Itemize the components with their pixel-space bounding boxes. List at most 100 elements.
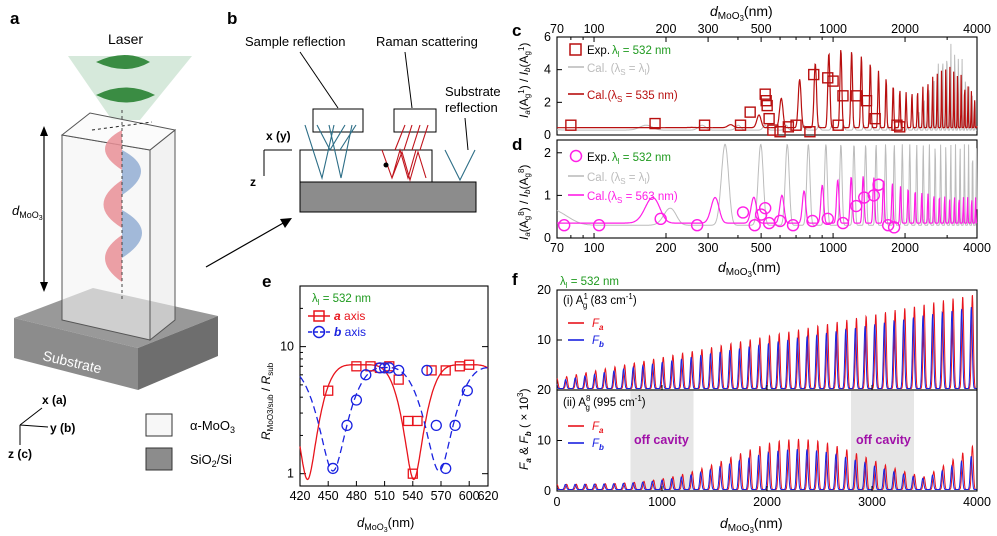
- panel-c-legend-exp-marker: [569, 43, 582, 56]
- y-tick-label: 1: [287, 467, 294, 481]
- exp-marker-c: [837, 90, 849, 102]
- legend-moo3-label: α-MoO3: [190, 418, 235, 435]
- panel-f-legend-fa-1: Fa: [592, 318, 604, 332]
- top-tick-label: 200: [656, 22, 677, 36]
- a-axis-curve: [299, 364, 489, 481]
- sample-reflection-label: Sample reflection: [245, 34, 345, 49]
- x-tick-label: 1000: [648, 495, 676, 509]
- substrate-pointer: [464, 117, 469, 151]
- panel-e-legend-title: λl = 532 nm: [312, 293, 371, 307]
- x-tick-label: 570: [431, 489, 452, 503]
- blue-wave-1: [122, 150, 141, 195]
- panel-f-sub2-title: (ii) A8 g (995 cm-1): [563, 394, 646, 412]
- panel-c-legend-exp: Exp. λl = 532 nm: [587, 45, 671, 59]
- exp-marker-c: [832, 119, 844, 131]
- panel-d-curves: [556, 143, 978, 226]
- off-cavity-region: [630, 391, 694, 490]
- y-tick-label: 0: [544, 484, 551, 498]
- panel-c-y-label: Ia(Ag1) / Ib(Ag1): [517, 43, 532, 118]
- axis-xy-label: x (y): [266, 129, 291, 143]
- green-wave-1: [96, 55, 150, 69]
- y-tick-label: 10: [537, 333, 551, 347]
- panel-f-y-ticks: 0 10 10 20 20: [537, 283, 562, 498]
- panel-d-y-label: Ia(Ag8) / Ib(Ag8): [517, 165, 532, 240]
- panel-d-legend-cal2: Cal.(λS = 563 nm): [587, 191, 678, 205]
- panel-d-legend-exp: Exp. λl = 532 nm: [587, 152, 671, 166]
- y-tick-label: 6: [544, 30, 551, 44]
- panel-d-x-ticks: 70 100 200 300 500 1000 2000 4000: [550, 233, 991, 255]
- b-axis-marker: [327, 462, 339, 475]
- panel-e-y-label: RMoO3/sub / Rsub: [259, 362, 275, 440]
- exp-marker-d: [821, 212, 834, 226]
- top-tick-label: 1000: [819, 22, 847, 36]
- b-axis-marker: [421, 364, 433, 377]
- a-axis-marker: [412, 415, 423, 427]
- top-tick-label: 70: [550, 22, 564, 36]
- a-axis-marker: [426, 365, 437, 376]
- substrate-reflection-label-2: reflection: [445, 100, 498, 115]
- substrate-layer: [299, 181, 477, 213]
- x-tick-label: 600: [459, 489, 480, 503]
- cal-563-curve-d: [557, 176, 978, 224]
- blue-wave-2: [122, 210, 142, 258]
- a-axis-marker: [464, 359, 475, 370]
- panel-f-legend-fa-2: Fa: [592, 421, 604, 435]
- exp-marker-c: [804, 126, 816, 138]
- panel-f-lambda: λl = 532 nm: [560, 276, 619, 290]
- exp-marker-d: [690, 219, 704, 232]
- exp-marker-d: [758, 201, 772, 215]
- y-tick-label: 10: [280, 340, 294, 354]
- film-layer: [299, 149, 433, 183]
- exp-marker-d: [786, 219, 800, 232]
- red-wave-3: [105, 235, 122, 282]
- panel-c-curves: [557, 43, 978, 131]
- top-tick-label: 4000: [963, 22, 991, 36]
- exp-marker-d: [736, 206, 750, 219]
- a-axis-marker: [402, 415, 414, 427]
- b-axis-marker: [393, 364, 405, 377]
- exp-marker-d: [654, 212, 667, 226]
- panel-f-x-label: dMoO3(nm): [720, 515, 783, 535]
- exp-marker-c: [891, 119, 903, 131]
- x-tick-label: 1000: [819, 241, 847, 255]
- x-tick-label: 300: [698, 241, 719, 255]
- laser-label: Laser: [108, 31, 143, 47]
- top-tick-label: 300: [698, 22, 719, 36]
- y-tick-label: 20: [537, 383, 551, 397]
- x-tick-label: 100: [584, 241, 605, 255]
- exp-marker-c: [763, 112, 775, 125]
- panel-e-legend-a-marker: [313, 310, 325, 322]
- substrate-side: [138, 316, 218, 390]
- b-axis-marker: [449, 419, 461, 432]
- exp-marker-d: [881, 219, 895, 232]
- off-cavity-label-1: off cavity: [634, 433, 689, 447]
- arrow-head-down: [40, 282, 48, 292]
- panel-e-x-label: dMoO3(nm): [357, 515, 414, 534]
- substrate-reflection-label-1: Substrate: [445, 84, 501, 99]
- exp-marker-c: [759, 88, 771, 100]
- panel-c-label: c: [512, 21, 521, 40]
- axis-x-line: [19, 407, 43, 426]
- exp-marker-d: [748, 219, 761, 232]
- thickness-label: dMoO3: [12, 203, 43, 222]
- panel-c-markers: [565, 68, 906, 138]
- legend-moo3-swatch: [145, 413, 173, 437]
- panel-f-y-label: Fa & Fb ( × 103): [516, 388, 533, 470]
- exp-marker-c: [649, 117, 661, 130]
- exp-marker-c: [698, 119, 711, 131]
- panel-f-sub1-title: (i) A1 g (83 cm-1): [563, 292, 637, 310]
- x-tick-label: 500: [751, 241, 772, 255]
- connector-arrow-head: [280, 218, 292, 228]
- moo3-side: [149, 128, 176, 342]
- exp-marker-d: [773, 214, 787, 228]
- top-tick-label: 500: [751, 22, 772, 36]
- green-wave-2: [96, 87, 155, 103]
- exp-marker-d: [872, 178, 885, 191]
- exp-marker-d: [850, 199, 863, 213]
- x-tick-label: 4000: [963, 241, 991, 255]
- a-axis-marker: [407, 468, 418, 479]
- off-cavity-label-2: off cavity: [856, 433, 911, 447]
- x-tick-label: 200: [656, 241, 677, 255]
- b-axis-marker: [461, 385, 473, 397]
